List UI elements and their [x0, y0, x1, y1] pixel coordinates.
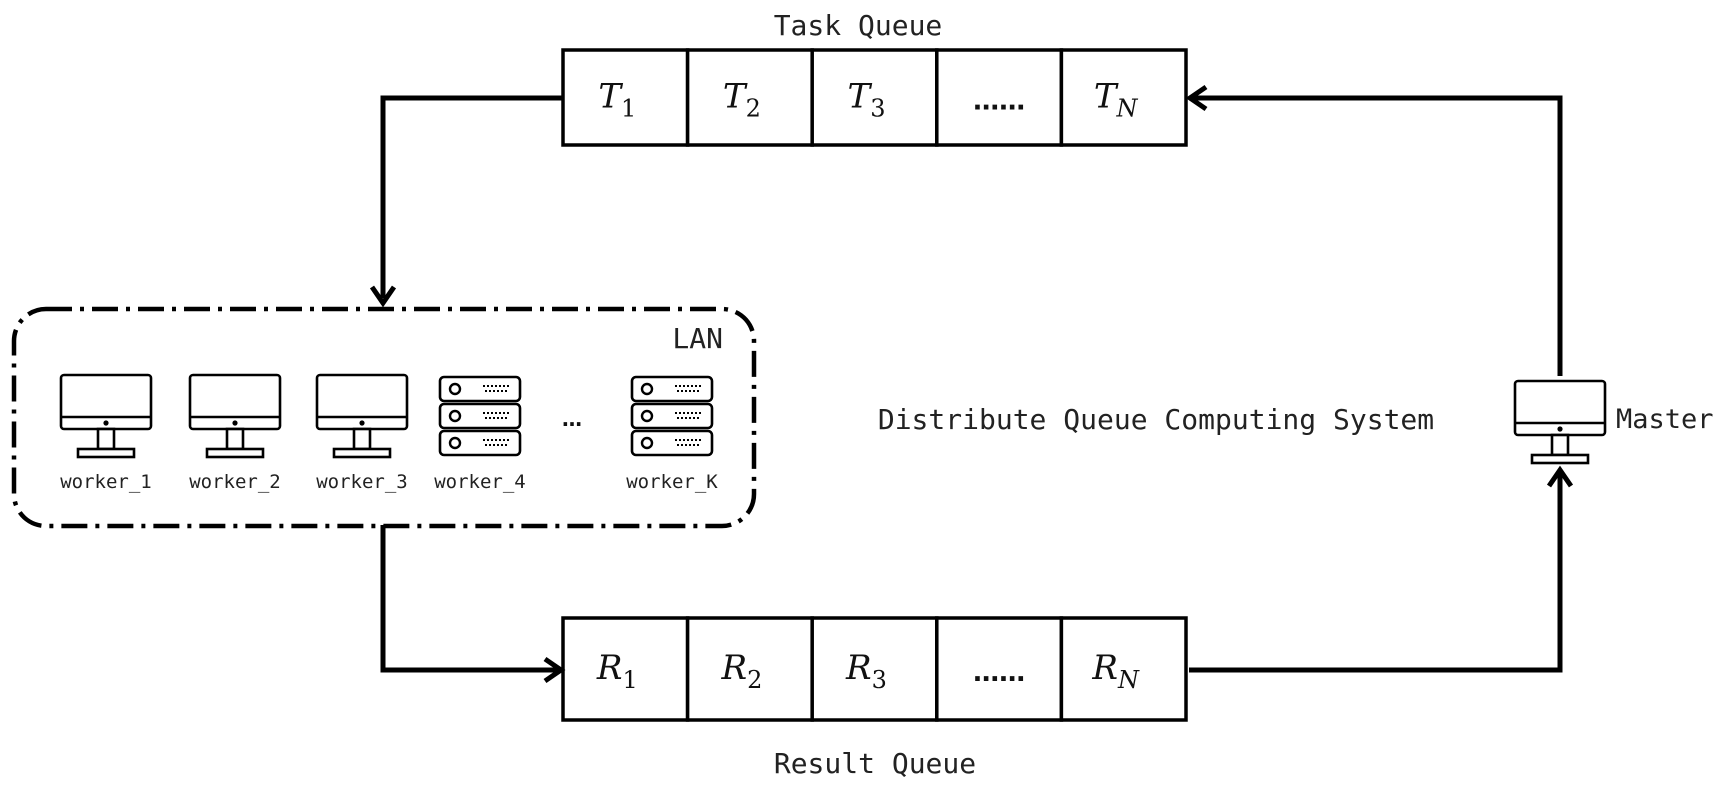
task-queue-label: Task Queue	[774, 9, 943, 42]
desktop-icon	[59, 373, 153, 459]
result-queue-cell: R1	[561, 616, 690, 722]
result-queue-label: Result Queue	[774, 747, 976, 780]
lan-to-result-arrow	[380, 525, 558, 673]
task-queue-cell-symbol: T1	[598, 77, 636, 123]
lan-boundary	[11, 306, 757, 529]
worker-label: worker_3	[316, 471, 408, 493]
task-to-lan-arrow	[380, 95, 563, 298]
master-to-task-arrowhead	[1185, 84, 1208, 112]
worker-label: worker_4	[434, 471, 526, 493]
task-queue-cell-ellipsis: ……	[973, 87, 1025, 117]
result-queue-cell-symbol: R1	[596, 648, 638, 694]
result-queue-cell-box	[1059, 616, 1188, 722]
workers-ellipsis: …	[562, 407, 582, 431]
result-queue-cell: ……	[935, 616, 1064, 722]
lan-to-result-arrowhead	[543, 656, 566, 684]
task-queue-cell-symbol: T3	[848, 77, 886, 123]
worker-node: worker_2	[188, 373, 282, 493]
task-queue: T1 T2 T3 …… TN	[561, 48, 1188, 147]
result-to-master-arrow	[1189, 473, 1563, 673]
result-queue-cell-box	[561, 616, 690, 722]
server-icon	[438, 375, 522, 457]
task-queue-cell-symbol: TN	[1094, 77, 1139, 123]
task-queue-cell: T3	[810, 48, 939, 147]
task-queue-cell: TN	[1059, 48, 1188, 147]
worker-node: worker_K	[626, 375, 718, 493]
server-icon	[630, 375, 714, 457]
workers: worker_1 worker_2 worker_3 worker_4 worker_K	[59, 373, 718, 493]
worker-node: worker_1	[59, 373, 153, 493]
worker-node: worker_3	[315, 373, 409, 493]
result-queue-cell: R2	[685, 616, 814, 722]
result-queue-cell-symbol: R2	[720, 648, 762, 694]
worker-label: worker_1	[60, 471, 152, 493]
task-queue-cell: T2	[685, 48, 814, 147]
master-to-task-arrow	[1193, 95, 1563, 376]
result-queue: R1 R2 R3 …… RN	[561, 616, 1188, 722]
desktop-icon	[315, 373, 409, 459]
master-desktop-icon	[1513, 379, 1607, 465]
task-queue-cell-box	[1059, 48, 1188, 147]
result-queue-cell-box	[810, 616, 939, 722]
result-queue-cell: R3	[810, 616, 939, 722]
lan-label: LAN	[672, 322, 723, 355]
result-queue-cell-symbol: R3	[845, 648, 887, 694]
task-queue-cell: T1	[561, 48, 690, 147]
worker-node: worker_4	[434, 375, 526, 493]
task-to-lan-arrowhead	[369, 285, 397, 308]
worker-label: worker_K	[626, 471, 718, 493]
desktop-icon	[188, 373, 282, 459]
connector-lines	[369, 84, 1574, 684]
result-queue-cell-symbol: RN	[1091, 648, 1140, 694]
master-label: Master	[1616, 404, 1714, 435]
worker-label: worker_2	[189, 471, 281, 493]
result-queue-cell-box	[685, 616, 814, 722]
task-queue-cell: ……	[935, 48, 1064, 147]
result-to-master-arrowhead	[1546, 465, 1574, 488]
system-title: Distribute Queue Computing System	[878, 403, 1434, 436]
result-queue-cell: RN	[1059, 616, 1188, 722]
result-queue-cell-ellipsis: ……	[973, 658, 1025, 688]
task-queue-cell-symbol: T2	[723, 77, 761, 123]
result-queue-cell-box	[935, 616, 1064, 722]
